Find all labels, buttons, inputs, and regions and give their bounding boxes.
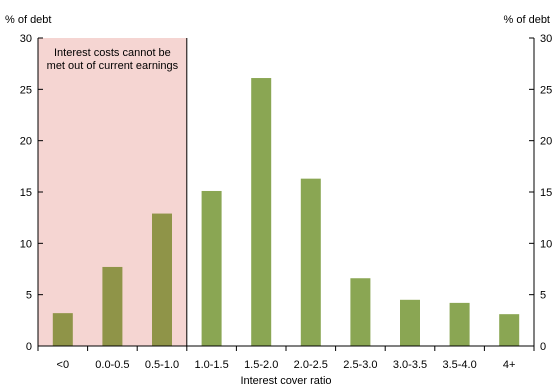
shaded-region-label-line-1: Interest costs cannot be — [54, 47, 171, 59]
y-tick-label-right-2: 5 — [540, 290, 546, 302]
bar-9 — [449, 302, 470, 346]
y-tick-label-left-5: 20 — [20, 136, 32, 148]
x-axis-title: Interest cover ratio — [240, 375, 331, 387]
bar-8 — [400, 299, 420, 346]
x-tick-label-10: 4+ — [503, 359, 516, 371]
bar-2 — [102, 266, 123, 346]
y-tick-label-left-2: 5 — [26, 290, 32, 302]
bar-7 — [350, 278, 371, 346]
y-tick-label-right-6: 25 — [540, 84, 552, 96]
x-tick-label-7: 2.5-3.0 — [343, 359, 377, 371]
x-tick-label-3: 0.5-1.0 — [145, 359, 179, 371]
shaded-region-label-line-2: met out of current earnings — [47, 60, 179, 72]
x-tick-label-8: 3.0-3.5 — [393, 359, 427, 371]
y-tick-label-left-7: 30 — [20, 33, 32, 45]
bar-1 — [52, 313, 73, 346]
y-tick-label-right-5: 20 — [540, 136, 552, 148]
y-tick-label-left-6: 25 — [20, 84, 32, 96]
y-axis-unit-right: % of debt — [504, 14, 550, 26]
x-tick-label-2: 0.0-0.5 — [95, 359, 129, 371]
y-tick-label-right-4: 15 — [540, 187, 552, 199]
y-tick-label-right-1: 0 — [540, 341, 546, 353]
bar-4 — [201, 190, 222, 346]
x-tick-label-1: <0 — [57, 359, 70, 371]
bar-6 — [300, 178, 321, 346]
bar-10 — [499, 314, 520, 346]
y-tick-label-left-1: 0 — [26, 341, 32, 353]
y-tick-label-left-3: 10 — [20, 238, 32, 250]
bar-3 — [152, 213, 172, 346]
x-tick-label-4: 1.0-1.5 — [194, 359, 228, 371]
x-tick-label-9: 3.5-4.0 — [442, 359, 476, 371]
y-axis-unit-left: % of debt — [5, 14, 51, 26]
y-tick-label-right-3: 10 — [540, 238, 552, 250]
bar-5 — [251, 78, 272, 346]
y-tick-label-left-4: 15 — [20, 187, 32, 199]
x-tick-label-5: 1.5-2.0 — [244, 359, 278, 371]
x-tick-label-6: 2.0-2.5 — [294, 359, 328, 371]
y-tick-label-right-7: 30 — [540, 33, 552, 45]
